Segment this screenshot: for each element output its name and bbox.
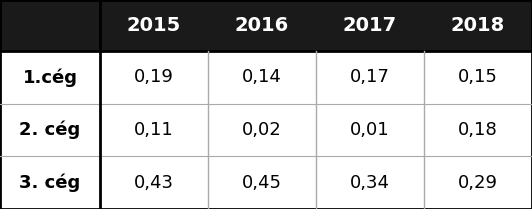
Bar: [208, 51, 316, 104]
Bar: [424, 104, 532, 156]
Bar: [100, 51, 208, 104]
Text: 0,15: 0,15: [458, 69, 498, 87]
Text: 0,17: 0,17: [350, 69, 390, 87]
Text: 2015: 2015: [127, 16, 181, 35]
Bar: [208, 104, 316, 156]
Text: 0,14: 0,14: [242, 69, 282, 87]
Bar: [208, 0, 316, 51]
Text: 2017: 2017: [343, 16, 397, 35]
Bar: [0, 104, 100, 156]
Text: 0,34: 0,34: [350, 174, 390, 192]
Text: 0,01: 0,01: [350, 121, 390, 139]
Text: 0,29: 0,29: [458, 174, 498, 192]
Text: 1.cég: 1.cég: [22, 68, 78, 87]
Bar: [100, 104, 208, 156]
Bar: [316, 104, 424, 156]
Bar: [424, 156, 532, 209]
Bar: [316, 0, 424, 51]
Text: 2016: 2016: [235, 16, 289, 35]
Bar: [316, 51, 424, 104]
Text: 0,45: 0,45: [242, 174, 282, 192]
Bar: [424, 0, 532, 51]
Text: 0,11: 0,11: [134, 121, 174, 139]
Text: 2018: 2018: [451, 16, 505, 35]
Bar: [0, 51, 100, 104]
Bar: [100, 0, 208, 51]
Text: 2. cég: 2. cég: [19, 121, 81, 139]
Bar: [424, 51, 532, 104]
Bar: [100, 156, 208, 209]
Text: 0,43: 0,43: [134, 174, 174, 192]
Text: 0,18: 0,18: [458, 121, 498, 139]
Text: 0,02: 0,02: [242, 121, 282, 139]
Text: 0,19: 0,19: [134, 69, 174, 87]
Bar: [0, 0, 100, 51]
Bar: [316, 156, 424, 209]
Text: 3. cég: 3. cég: [19, 173, 81, 192]
Bar: [0, 156, 100, 209]
Bar: [208, 156, 316, 209]
